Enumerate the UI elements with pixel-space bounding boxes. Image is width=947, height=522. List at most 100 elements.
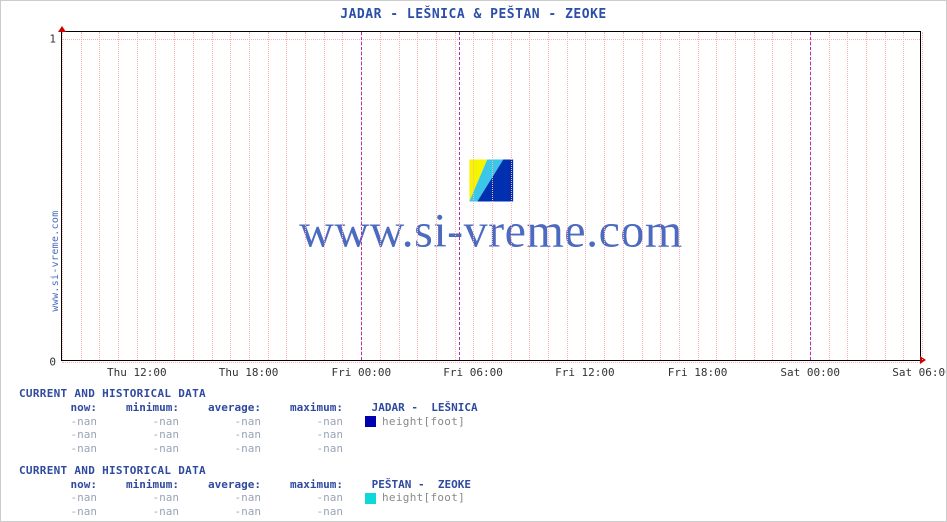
data-block: CURRENT AND HISTORICAL DATAnow:minimum:a… [19, 387, 919, 456]
x-gridline [155, 32, 156, 360]
data-cell: -nan [265, 505, 347, 519]
data-cell: -nan [101, 505, 183, 519]
x-major-line [361, 32, 362, 360]
column-header: maximum: [265, 478, 347, 492]
x-gridline [847, 32, 848, 360]
legend-cell [347, 442, 607, 456]
legend-cell: height[foot] [347, 415, 607, 429]
legend-label: height[foot] [382, 415, 465, 429]
data-cell: -nan [101, 415, 183, 429]
x-tick-label: Sat 06:00 [892, 366, 947, 379]
chart-container: www.si-vreme.com JADAR - LEŠNICA & PEŠTA… [0, 0, 947, 522]
x-gridline [305, 32, 306, 360]
legend-swatch-icon [365, 416, 376, 427]
x-gridline [492, 32, 493, 360]
data-cell: -nan [101, 428, 183, 442]
x-tick-label: Thu 12:00 [107, 366, 167, 379]
x-gridline [118, 32, 119, 360]
x-gridline [866, 32, 867, 360]
x-gridline [511, 32, 512, 360]
x-gridline [735, 32, 736, 360]
x-gridline [922, 32, 923, 360]
data-header-row: now:minimum:average:maximum: PEŠTAN - ZE… [19, 478, 919, 492]
data-block-heading: CURRENT AND HISTORICAL DATA [19, 464, 919, 478]
plot-area: www.si-vreme.com 01Thu 12:00Thu 18:00Fri… [61, 31, 921, 361]
column-header: minimum: [101, 401, 183, 415]
column-header: now: [19, 401, 101, 415]
x-gridline [642, 32, 643, 360]
x-gridline [268, 32, 269, 360]
legend-cell: height[foot] [347, 491, 607, 505]
column-header: maximum: [265, 401, 347, 415]
x-gridline [455, 32, 456, 360]
y-tick-label: 1 [49, 32, 56, 45]
chart-title: JADAR - LEŠNICA & PEŠTAN - ZEOKE [1, 7, 946, 22]
x-gridline [585, 32, 586, 360]
x-tick-label: Sat 00:00 [780, 366, 840, 379]
table-row: -nan-nan-nan-nan [19, 505, 919, 519]
data-block-heading: CURRENT AND HISTORICAL DATA [19, 387, 919, 401]
table-row: -nan-nan-nan-nan [19, 428, 919, 442]
x-gridline [324, 32, 325, 360]
data-cell: -nan [265, 491, 347, 505]
x-tick-label: Fri 18:00 [668, 366, 728, 379]
data-cell: -nan [183, 428, 265, 442]
table-row: -nan-nan-nan-nanheight[foot] [19, 415, 919, 429]
x-gridline [623, 32, 624, 360]
x-gridline [903, 32, 904, 360]
x-gridline [679, 32, 680, 360]
data-header-row: now:minimum:average:maximum: JADAR - LEŠ… [19, 401, 919, 415]
x-tick-label: Fri 12:00 [555, 366, 615, 379]
data-cell: -nan [183, 505, 265, 519]
x-gridline [754, 32, 755, 360]
x-axis-arrow-icon [920, 356, 926, 364]
x-gridline [286, 32, 287, 360]
x-gridline [829, 32, 830, 360]
legend-cell [347, 505, 607, 519]
x-gridline [212, 32, 213, 360]
data-tables: CURRENT AND HISTORICAL DATAnow:minimum:a… [19, 387, 919, 522]
table-row: -nan-nan-nan-nan [19, 442, 919, 456]
x-tick-label: Fri 06:00 [443, 366, 503, 379]
data-block: CURRENT AND HISTORICAL DATAnow:minimum:a… [19, 464, 919, 522]
x-gridline [604, 32, 605, 360]
x-gridline [436, 32, 437, 360]
watermark: www.si-vreme.com [299, 160, 682, 259]
data-cell: -nan [183, 491, 265, 505]
x-gridline [716, 32, 717, 360]
data-cell: -nan [183, 442, 265, 456]
x-gridline [81, 32, 82, 360]
x-gridline [473, 32, 474, 360]
x-gridline [660, 32, 661, 360]
x-gridline [137, 32, 138, 360]
x-tick-label: Thu 18:00 [219, 366, 279, 379]
x-gridline [249, 32, 250, 360]
data-cell: -nan [265, 415, 347, 429]
x-gridline [791, 32, 792, 360]
data-cell: -nan [19, 415, 101, 429]
x-gridline [62, 32, 63, 360]
data-cell: -nan [183, 415, 265, 429]
x-gridline [399, 32, 400, 360]
x-gridline [885, 32, 886, 360]
legend-swatch-icon [365, 493, 376, 504]
data-cell: -nan [19, 505, 101, 519]
column-header: now: [19, 478, 101, 492]
x-gridline [230, 32, 231, 360]
y-tick-label: 0 [49, 356, 56, 369]
data-cell: -nan [19, 491, 101, 505]
y-gridline [62, 362, 920, 363]
x-gridline [174, 32, 175, 360]
data-cell: -nan [101, 491, 183, 505]
now-marker [459, 32, 460, 360]
table-row: -nan-nan-nan-nanheight[foot] [19, 491, 919, 505]
column-header: average: [183, 478, 265, 492]
x-major-line [810, 32, 811, 360]
station-name: PEŠTAN - ZEOKE [347, 478, 607, 492]
legend-label: height[foot] [382, 491, 465, 505]
x-gridline [567, 32, 568, 360]
x-gridline [529, 32, 530, 360]
watermark-text: www.si-vreme.com [299, 204, 682, 259]
legend-cell [347, 428, 607, 442]
station-name: JADAR - LEŠNICA [347, 401, 607, 415]
